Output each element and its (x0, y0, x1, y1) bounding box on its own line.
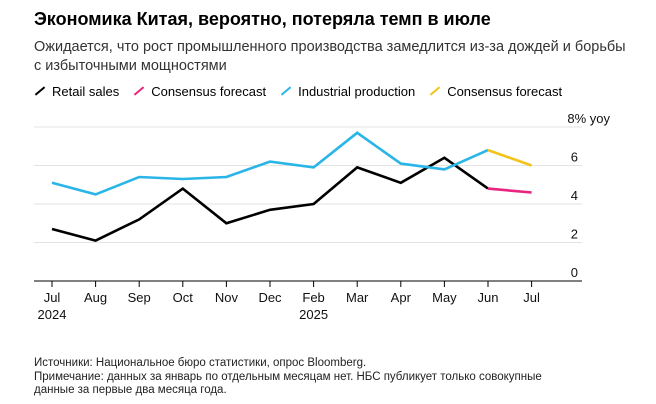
legend-item-retail-consensus: Consensus forecast (133, 84, 266, 99)
footnote-line-2: данные за первые два месяца года. (34, 384, 227, 396)
legend-label-industrial-production: Industrial production (298, 83, 416, 99)
x-tick-label-2024-08: Aug (84, 290, 107, 305)
series-line-1-consensus-forecast (487, 187, 532, 194)
legend-item-industrial-production: Industrial production (280, 84, 415, 99)
x-year-label-2024: 2024 (38, 307, 67, 322)
x-tick-label-2025-05: May (432, 290, 457, 305)
x-tick-label-2024-12: Dec (258, 290, 282, 305)
chart-subtitle: Ожидается, что рост промышленного произв… (34, 39, 626, 74)
source-note: Источники: Национальное бюро статистики,… (34, 357, 367, 369)
x-tick-label-2025-07: Jul (523, 290, 540, 305)
y-tick-label-0: 0 (571, 265, 578, 280)
footer-notes: Источники: Национальное бюро статистики,… (34, 357, 634, 398)
x-tick-label-2025-04: Apr (391, 290, 412, 305)
line-chart: 0 2 4 6 8% yoy Jul Aug Sep Oct Nov Dec Feb Mar Apr May… (34, 111, 610, 322)
legend-item-industrial-consensus: Consensus forecast (429, 84, 562, 99)
y-tick-label-6: 6 (571, 150, 578, 165)
x-tick-label-2024-09: Sep (128, 290, 151, 305)
legend: Retail sales Consensus forecast Industri… (34, 82, 576, 100)
y-unit-label: 8% yoy (567, 111, 610, 126)
legend-label-industrial-consensus: Consensus forecast (447, 83, 563, 99)
legend-label-retail-sales: Retail sales (52, 83, 120, 99)
legend-swatch-industrial-consensus (429, 86, 441, 96)
y-tick-label-2: 2 (571, 227, 578, 242)
legend-swatch-industrial-production (280, 86, 292, 96)
footnote-line-1: Примечание: данных за январь по отдельны… (34, 370, 542, 383)
x-tick-label-2024-11: Nov (215, 290, 239, 305)
chart-title: Экономика Китая, вероятно, потеряла темп… (34, 9, 491, 29)
x-tick-label-2025-06: Jun (478, 290, 499, 305)
legend-swatch-retail-consensus (133, 86, 145, 96)
x-tick-label-2024-07: Jul (44, 290, 61, 305)
series-line-3-consensus-forecast (487, 148, 533, 167)
legend-label-retail-consensus: Consensus forecast (151, 83, 267, 99)
series-line-0-retail-sales (51, 156, 489, 242)
y-tick-label-4: 4 (571, 188, 578, 203)
legend-swatch-retail-sales (34, 86, 46, 96)
x-tick-label-2024-10: Oct (173, 290, 194, 305)
x-tick-label-2025-03: Mar (346, 290, 369, 305)
x-year-label-2025: 2025 (299, 307, 328, 322)
series-line-2-industrial-production (51, 131, 489, 196)
legend-item-retail-sales: Retail sales (34, 84, 119, 99)
x-tick-label-2025-02: Feb (302, 290, 324, 305)
